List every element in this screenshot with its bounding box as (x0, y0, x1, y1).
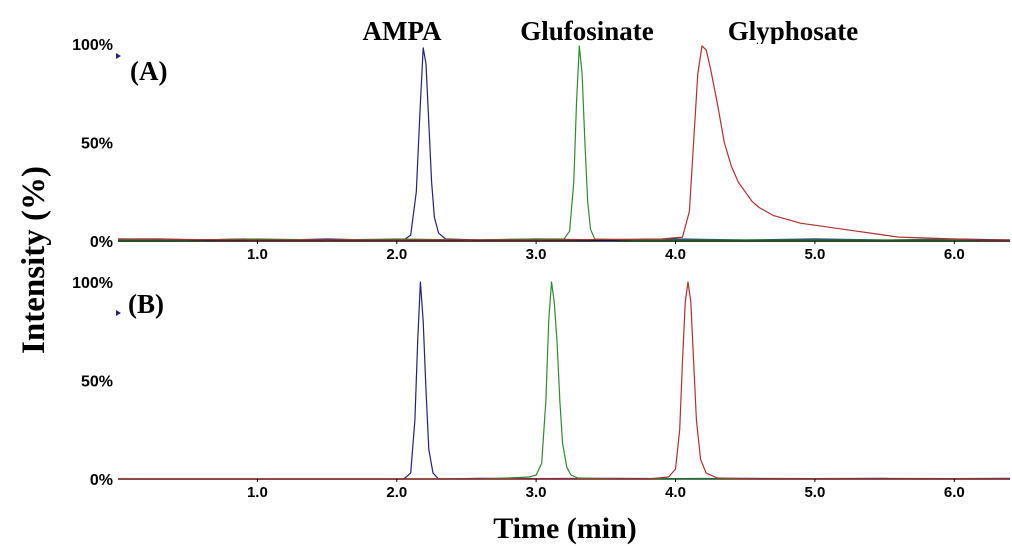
panel-b-x-tick-label: 2.0 (386, 484, 407, 501)
x-axis-title: Time (min) (493, 512, 637, 545)
panel-a-x-tick-label: 4.0 (665, 246, 686, 263)
panel-a-y-tick-label: 50% (81, 136, 113, 153)
panel-b-marker-icon (116, 310, 121, 316)
panel-b-x-tick-label: 3.0 (526, 484, 547, 501)
panel-b-x-tick-label: 4.0 (665, 484, 686, 501)
panel-a-label: (A) (130, 56, 167, 86)
panel-a-plot-area (118, 44, 1010, 240)
panel-b-label: (B) (128, 289, 164, 319)
compound-label-ampa: AMPA (363, 16, 442, 46)
panel-a-x-tick-label: 3.0 (526, 246, 547, 263)
panel-b-plot-area (118, 282, 1010, 478)
y-axis-title: Intensity (%) (16, 166, 52, 354)
panel-a-series-layer (117, 45, 1011, 241)
panel-a-x-tick-label: 2.0 (386, 246, 407, 263)
panel-b-x-tick-label: 1.0 (247, 484, 268, 501)
panel-a-x-tick-label: 1.0 (247, 246, 268, 263)
chart-panel-a: (A) 1.0 2.0 3.0 4.0 5.0 6.0 0% 50% 100% (72, 37, 1011, 263)
panel-a-marker-icon (116, 53, 121, 59)
panel-a-y-tick-label: 0% (90, 234, 113, 251)
panel-a-y-tick-label: 100% (72, 37, 113, 54)
panel-b-x-tick-label: 6.0 (944, 484, 965, 501)
panel-b-y-tick-label: 0% (90, 472, 113, 489)
panel-b-series-glufosinate-line (118, 281, 1010, 480)
panel-a-x-tick-label: 6.0 (944, 246, 965, 263)
chart-panel-b: (B) 1.0 2.0 3.0 4.0 5.0 6.0 0% 50% 100% (72, 275, 1011, 501)
panel-b-series-glyphosate-line (118, 281, 1010, 480)
panel-b-x-tick-label: 5.0 (804, 484, 825, 501)
panel-b-y-tick-label: 50% (81, 374, 113, 391)
panel-b-series-layer (118, 281, 1011, 480)
panel-b-y-tick-label: 100% (72, 275, 113, 292)
compound-label-glyphosate: Glyphosate (728, 16, 859, 46)
compound-label-glufosinate: Glufosinate (520, 16, 654, 46)
panel-a-x-tick-label: 5.0 (804, 246, 825, 263)
panel-a-tick-layer: 1.0 2.0 3.0 4.0 5.0 6.0 0% 50% 100% (72, 37, 965, 263)
panel-a-series-glyphosate-line (117, 45, 1010, 241)
panel-b-tick-layer: 1.0 2.0 3.0 4.0 5.0 6.0 0% 50% 100% (72, 275, 965, 501)
